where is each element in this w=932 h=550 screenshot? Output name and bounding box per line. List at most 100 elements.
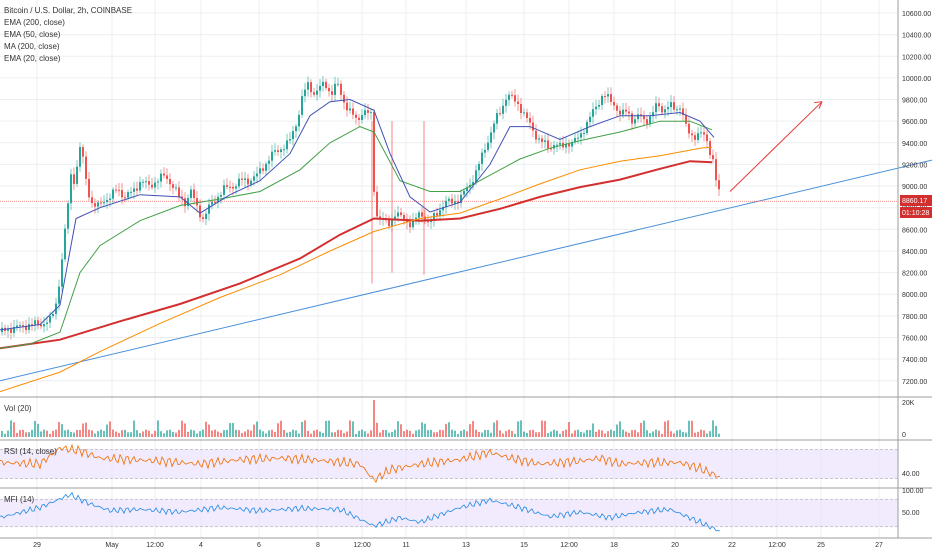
candle-body[interactable] <box>442 207 444 211</box>
volume-bar[interactable] <box>640 422 642 437</box>
volume-bar[interactable] <box>409 430 411 437</box>
volume-bar[interactable] <box>469 424 471 437</box>
candle-body[interactable] <box>703 132 705 135</box>
candle-body[interactable] <box>106 199 108 203</box>
candle-body[interactable] <box>580 133 582 138</box>
candle-body[interactable] <box>634 119 636 124</box>
candle-body[interactable] <box>319 85 321 91</box>
volume-bar[interactable] <box>490 432 492 437</box>
volume-bar[interactable] <box>187 431 189 437</box>
candle-body[interactable] <box>97 202 99 207</box>
volume-bar[interactable] <box>148 430 150 437</box>
candle-body[interactable] <box>484 149 486 153</box>
candle-body[interactable] <box>295 126 297 132</box>
candle-body[interactable] <box>574 138 576 143</box>
volume-bar[interactable] <box>604 433 606 437</box>
volume-bar[interactable] <box>142 431 144 437</box>
candle-body[interactable] <box>454 201 456 204</box>
candle-body[interactable] <box>25 325 27 330</box>
volume-bar[interactable] <box>340 430 342 437</box>
candle-body[interactable] <box>511 94 513 96</box>
volume-bar[interactable] <box>199 431 201 437</box>
candle-body[interactable] <box>682 108 684 116</box>
volume-bar[interactable] <box>145 429 147 437</box>
volume-bar[interactable] <box>670 431 672 437</box>
candle-body[interactable] <box>622 109 624 115</box>
candle-body[interactable] <box>673 102 675 110</box>
volume-bar[interactable] <box>400 424 402 437</box>
volume-bar[interactable] <box>499 430 501 437</box>
volume-bar[interactable] <box>181 420 183 437</box>
candle-body[interactable] <box>22 325 24 327</box>
candle-body[interactable] <box>430 220 432 223</box>
volume-bar[interactable] <box>334 432 336 437</box>
candle-body[interactable] <box>343 94 345 103</box>
volume-bar[interactable] <box>295 430 297 437</box>
candle-body[interactable] <box>535 130 537 140</box>
candle-body[interactable] <box>103 202 105 204</box>
candle-body[interactable] <box>340 83 342 95</box>
candle-body[interactable] <box>544 140 546 142</box>
volume-bar[interactable] <box>112 429 114 437</box>
volume-bar[interactable] <box>655 429 657 437</box>
volume-bar[interactable] <box>424 423 426 437</box>
candle-body[interactable] <box>52 314 54 316</box>
volume-bar[interactable] <box>436 432 438 437</box>
candle-body[interactable] <box>31 324 33 326</box>
volume-bar[interactable] <box>532 429 534 437</box>
candle-body[interactable] <box>637 114 639 120</box>
volume-bar[interactable] <box>127 432 129 437</box>
candle-body[interactable] <box>472 182 474 185</box>
volume-bar[interactable] <box>598 429 600 437</box>
volume-bar[interactable] <box>403 431 405 437</box>
volume-bar[interactable] <box>40 431 42 437</box>
volume-bar[interactable] <box>568 422 570 437</box>
candle-body[interactable] <box>334 83 336 95</box>
candle-body[interactable] <box>649 116 651 124</box>
candle-body[interactable] <box>652 112 654 117</box>
volume-bar[interactable] <box>376 422 378 437</box>
volume-bar[interactable] <box>595 431 597 437</box>
volume-bar[interactable] <box>415 430 417 437</box>
volume-bar[interactable] <box>589 430 591 437</box>
candle-body[interactable] <box>280 149 282 152</box>
candle-body[interactable] <box>403 215 405 219</box>
volume-bar[interactable] <box>703 430 705 437</box>
candle-body[interactable] <box>10 328 12 333</box>
candle-body[interactable] <box>508 94 510 100</box>
candle-body[interactable] <box>595 106 597 110</box>
volume-bar[interactable] <box>709 431 711 437</box>
volume-bar[interactable] <box>208 424 210 437</box>
volume-bar[interactable] <box>106 424 108 437</box>
candle-body[interactable] <box>70 174 72 204</box>
candle-body[interactable] <box>583 133 585 135</box>
volume-bar[interactable] <box>535 432 537 437</box>
candle-body[interactable] <box>244 178 246 180</box>
volume-bar[interactable] <box>331 432 333 437</box>
volume-bar[interactable] <box>412 433 414 437</box>
volume-bar[interactable] <box>271 429 273 437</box>
candle-body[interactable] <box>337 83 339 85</box>
candle-body[interactable] <box>259 168 261 174</box>
volume-bar[interactable] <box>601 430 603 437</box>
volume-bar[interactable] <box>592 423 594 437</box>
volume-bar[interactable] <box>184 423 186 437</box>
volume-bar[interactable] <box>607 431 609 437</box>
candle-body[interactable] <box>76 166 78 184</box>
volume-bar[interactable] <box>580 431 582 437</box>
volume-bar[interactable] <box>466 431 468 437</box>
volume-bar[interactable] <box>205 421 207 437</box>
candle-body[interactable] <box>502 105 504 114</box>
candle-body[interactable] <box>577 137 579 139</box>
candle-body[interactable] <box>670 102 672 108</box>
candle-body[interactable] <box>418 212 420 218</box>
volume-bar[interactable] <box>76 429 78 437</box>
candle-body[interactable] <box>349 108 351 111</box>
candle-body[interactable] <box>427 221 429 223</box>
candle-body[interactable] <box>43 324 45 327</box>
candle-body[interactable] <box>718 180 720 190</box>
candle-body[interactable] <box>517 101 519 105</box>
volume-bar[interactable] <box>46 430 48 437</box>
volume-bar[interactable] <box>451 429 453 437</box>
candle-body[interactable] <box>625 109 627 112</box>
